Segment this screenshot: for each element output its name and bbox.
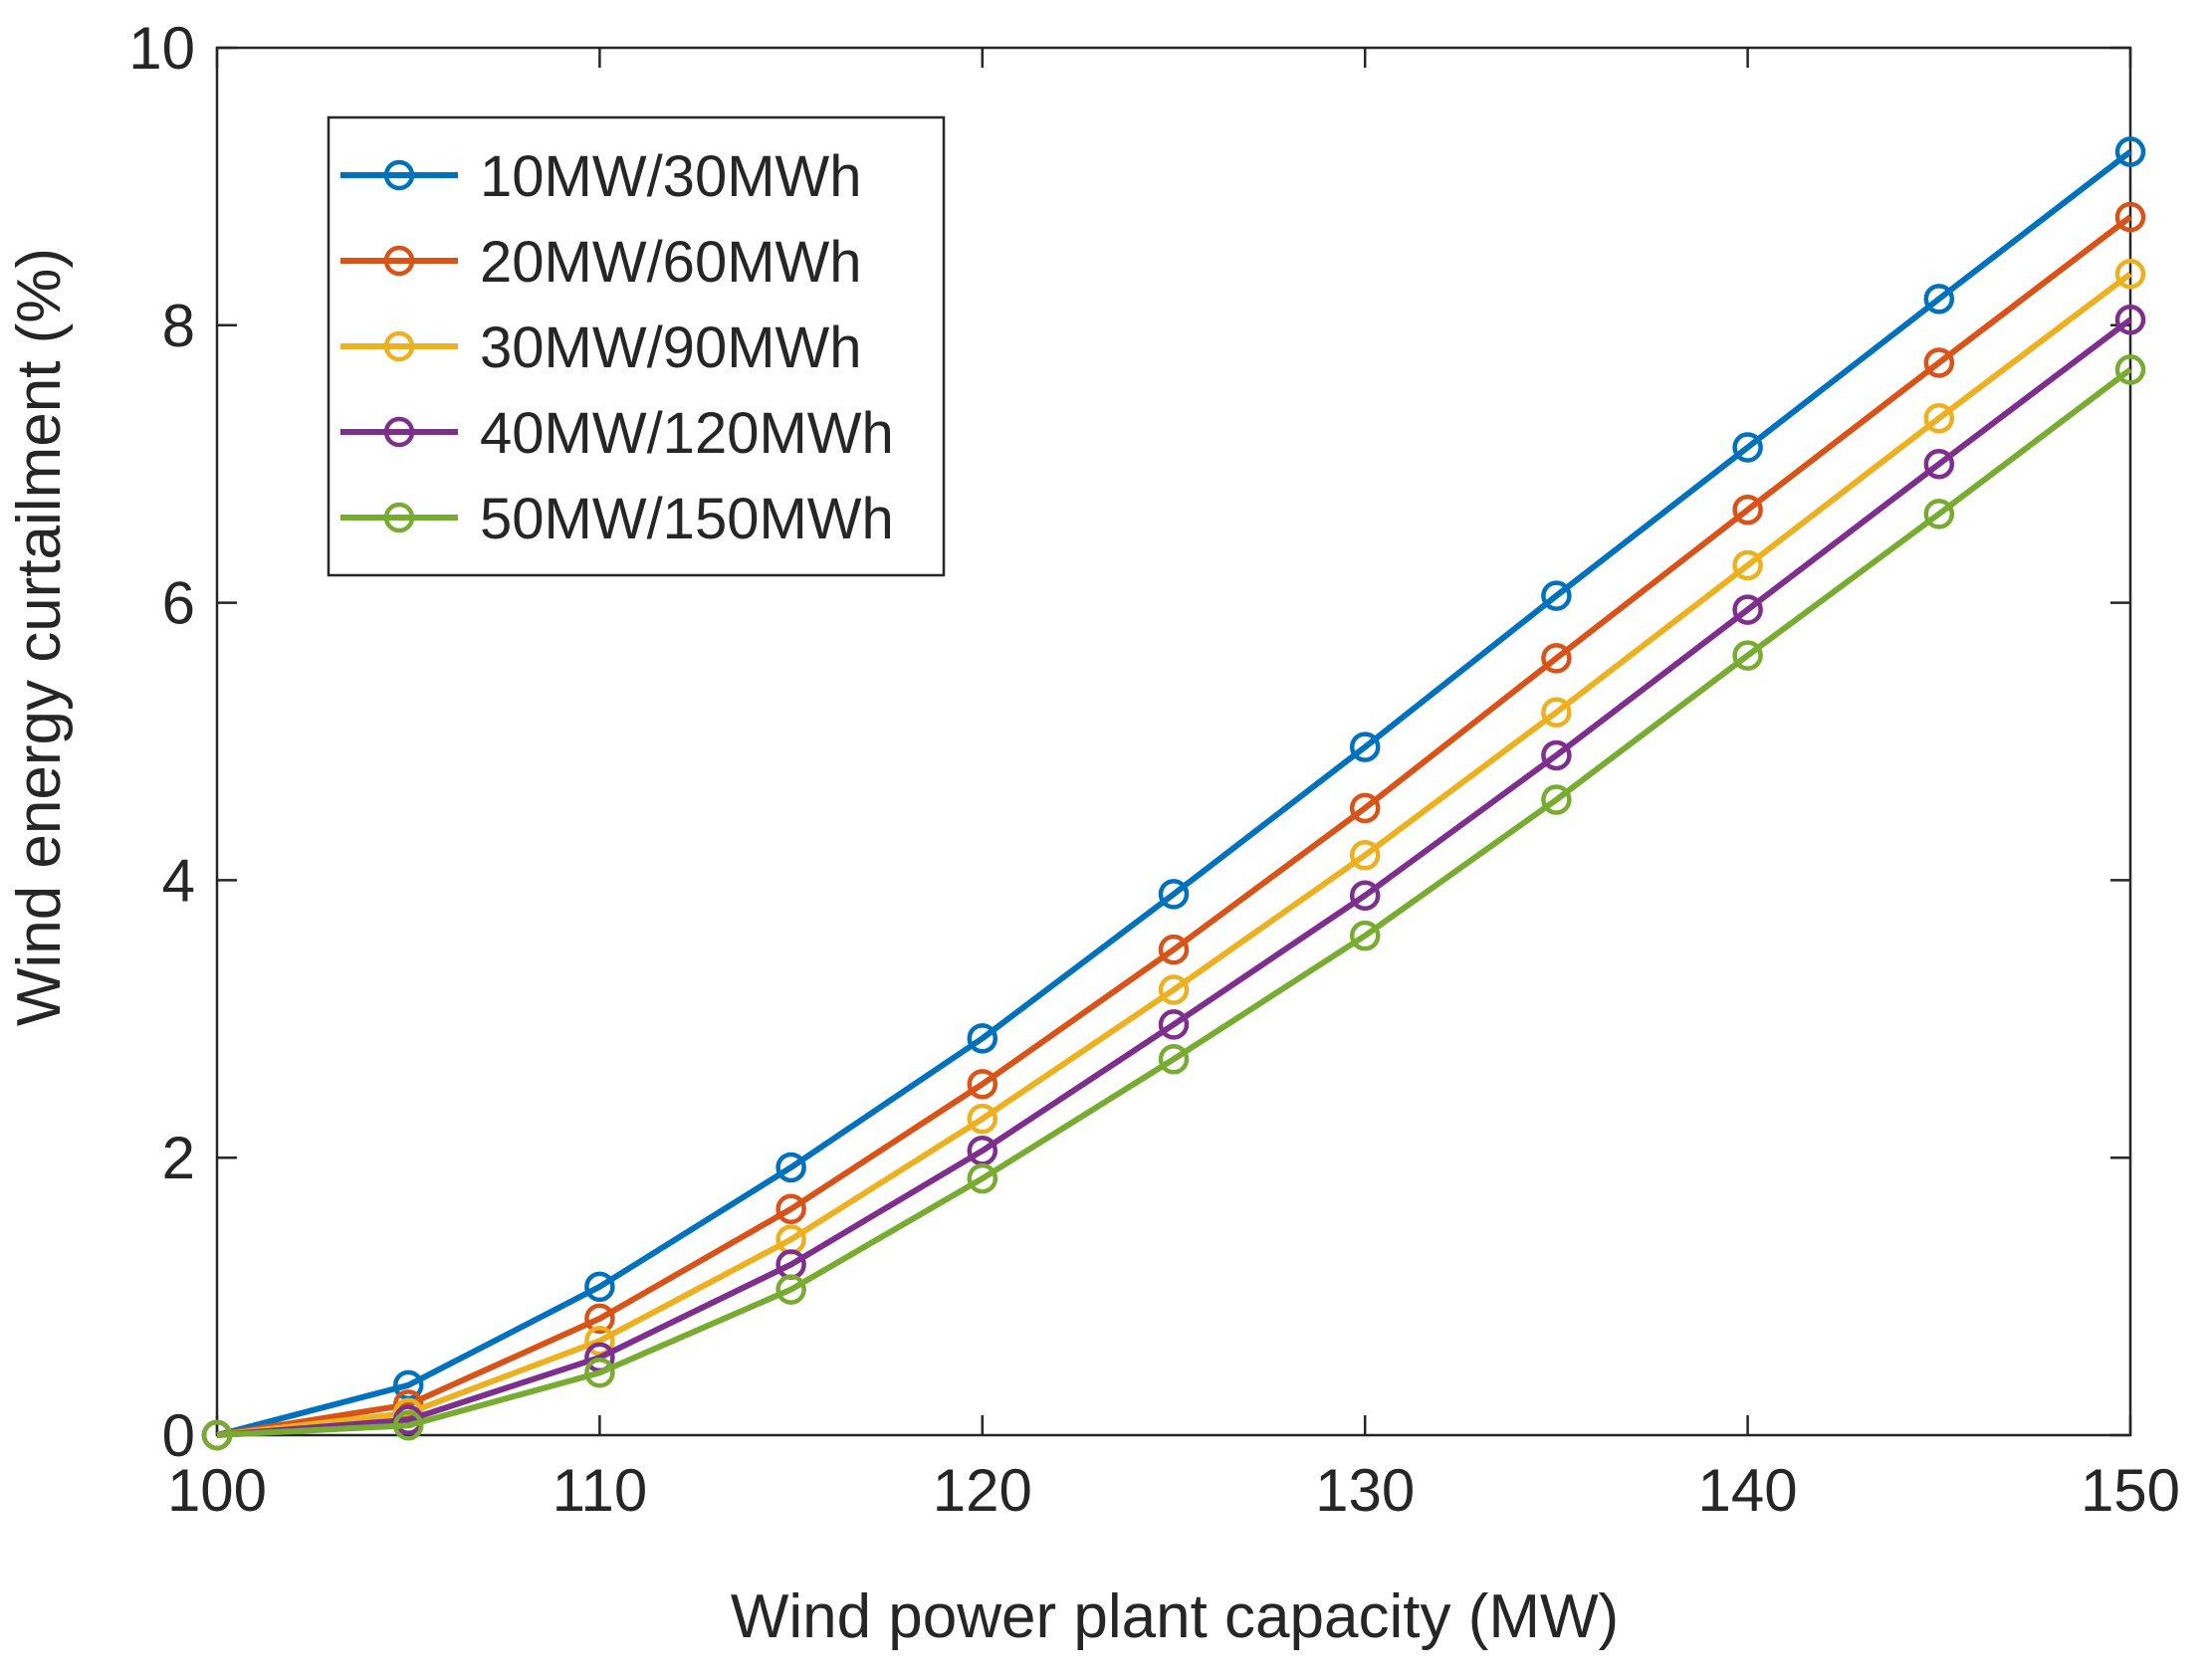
data-point bbox=[967, 1103, 998, 1135]
y-tick-label: 8 bbox=[162, 293, 195, 359]
data-point bbox=[1349, 880, 1381, 911]
data-point bbox=[1732, 432, 1763, 463]
data-point bbox=[775, 1152, 806, 1183]
y-tick-label: 0 bbox=[162, 1402, 195, 1469]
data-point bbox=[201, 1419, 233, 1451]
data-point bbox=[1158, 1043, 1190, 1075]
x-axis-label: Wind power plant capacity (MW) bbox=[731, 1582, 1619, 1651]
x-tick-label: 100 bbox=[167, 1457, 267, 1524]
legend-item: 10MW/30MWh bbox=[340, 144, 862, 209]
plot-area-box bbox=[215, 46, 2132, 1437]
data-point bbox=[775, 1274, 806, 1305]
data-point bbox=[2114, 258, 2146, 290]
data-point bbox=[2114, 136, 2146, 167]
legend-marker bbox=[383, 159, 415, 191]
data-point bbox=[1732, 594, 1763, 625]
legend-marker bbox=[383, 502, 415, 533]
legend-marker bbox=[383, 245, 415, 277]
data-point bbox=[967, 1069, 998, 1100]
data-point bbox=[2114, 201, 2146, 233]
series-line bbox=[216, 271, 2132, 1438]
data-point bbox=[1923, 284, 1955, 315]
series-line bbox=[216, 149, 2132, 1438]
y-tick-label: 4 bbox=[162, 847, 195, 914]
legend-marker bbox=[383, 330, 415, 362]
series-line bbox=[216, 316, 2132, 1438]
data-point bbox=[584, 1358, 615, 1388]
x-tick-label: 140 bbox=[1698, 1457, 1798, 1524]
series-5 bbox=[201, 354, 2146, 1451]
series-1 bbox=[201, 136, 2146, 1451]
data-point bbox=[1541, 643, 1572, 674]
axes: 100 110 120 130 140 150 0 2 4 6 8 10 bbox=[128, 15, 2180, 1524]
legend-label: 20MW/60MWh bbox=[480, 230, 862, 295]
data-point bbox=[1732, 549, 1763, 581]
series-line bbox=[216, 214, 2132, 1438]
data-point bbox=[1923, 347, 1955, 378]
legend-item: 30MW/90MWh bbox=[340, 315, 862, 380]
series-2 bbox=[201, 201, 2146, 1451]
legend: 10MW/30MWh 20MW/60MWh 30MW/90MWh 40MW/120MW… bbox=[327, 115, 946, 577]
data-point bbox=[1158, 974, 1190, 1005]
legend-item: 50MW/150MWh bbox=[340, 487, 894, 551]
data-point bbox=[1541, 697, 1572, 728]
data-point bbox=[1732, 640, 1763, 671]
data-point bbox=[967, 1023, 998, 1054]
data-point bbox=[967, 1162, 998, 1194]
x-tick-label: 120 bbox=[933, 1457, 1032, 1524]
data-point bbox=[1158, 879, 1190, 910]
y-tick-label: 2 bbox=[162, 1125, 195, 1191]
y-axis-label: Wind energy curtailment (%) bbox=[5, 248, 74, 1026]
legend-label: 10MW/30MWh bbox=[480, 144, 862, 209]
data-point bbox=[1349, 840, 1381, 871]
series-layer bbox=[201, 136, 2146, 1451]
data-point bbox=[1541, 739, 1572, 771]
data-point bbox=[1923, 499, 1955, 529]
data-point bbox=[1732, 494, 1763, 525]
data-point bbox=[1349, 732, 1381, 762]
data-point bbox=[1541, 580, 1572, 611]
data-point bbox=[2114, 354, 2146, 385]
x-tick-label: 110 bbox=[553, 1457, 648, 1524]
data-point bbox=[584, 1303, 615, 1335]
data-point bbox=[1923, 402, 1955, 434]
data-point bbox=[584, 1325, 615, 1357]
legend-item: 40MW/120MWh bbox=[340, 401, 894, 466]
legend-label: 40MW/120MWh bbox=[480, 401, 894, 466]
data-point bbox=[775, 1193, 806, 1225]
data-point bbox=[1923, 448, 1955, 480]
legend-item: 20MW/60MWh bbox=[340, 230, 862, 295]
data-point bbox=[392, 1409, 424, 1441]
y-tick-label: 10 bbox=[128, 15, 195, 82]
data-point bbox=[1158, 1009, 1190, 1040]
series-line bbox=[216, 367, 2132, 1438]
data-point bbox=[1349, 792, 1381, 824]
data-point bbox=[584, 1271, 615, 1303]
x-tick-label: 130 bbox=[1315, 1457, 1415, 1524]
legend-label: 50MW/150MWh bbox=[480, 487, 894, 551]
legend-marker bbox=[383, 416, 415, 448]
data-point bbox=[2114, 304, 2146, 335]
legend-label: 30MW/90MWh bbox=[480, 315, 862, 380]
data-point bbox=[1158, 934, 1190, 965]
y-tick-label: 6 bbox=[162, 570, 195, 637]
data-point bbox=[1541, 784, 1572, 815]
data-point bbox=[1349, 920, 1381, 951]
x-tick-label: 150 bbox=[2081, 1457, 2180, 1524]
